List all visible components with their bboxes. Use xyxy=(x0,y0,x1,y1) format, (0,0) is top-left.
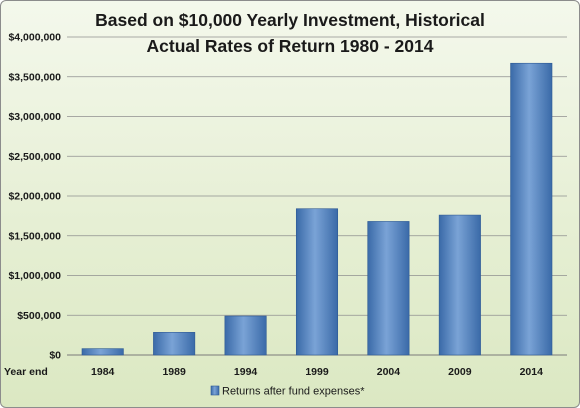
chart-title-line-2: Actual Rates of Return 1980 - 2014 xyxy=(147,36,434,56)
bar-1994 xyxy=(224,315,267,356)
y-tick-label: $1,000,000 xyxy=(8,270,61,282)
y-tick-label: $0 xyxy=(49,350,61,362)
bar-2004 xyxy=(367,221,410,356)
y-tick-label: $2,500,000 xyxy=(8,151,61,163)
chart-title-line-1: Based on $10,000 Yearly Investment, Hist… xyxy=(95,10,485,30)
bar-1989 xyxy=(153,332,196,356)
x-axis-label: Year end xyxy=(4,366,48,378)
x-tick-label: 2004 xyxy=(377,366,401,378)
x-tick-label: 1994 xyxy=(234,366,258,378)
bar-1984 xyxy=(81,348,124,356)
legend-label: Returns after fund expenses* xyxy=(222,386,365,398)
y-tick-label: $4,000,000 xyxy=(8,32,61,44)
bar-2009 xyxy=(438,214,481,356)
x-tick-label: 1999 xyxy=(305,366,329,378)
y-tick-label: $2,000,000 xyxy=(8,191,61,203)
legend-swatch xyxy=(210,385,220,396)
y-tick-label: $500,000 xyxy=(17,310,61,322)
x-axis-ticks: 1984 1989 1994 1999 2004 2009 2014 xyxy=(91,366,543,378)
y-tick-label: $3,500,000 xyxy=(8,71,61,83)
y-tick-label: $1,500,000 xyxy=(8,230,61,242)
x-tick-label: 1984 xyxy=(91,366,115,378)
x-tick-label: 2014 xyxy=(520,366,544,378)
x-tick-label: 2009 xyxy=(448,366,472,378)
bar-1999 xyxy=(295,208,339,356)
y-tick-label: $3,000,000 xyxy=(8,111,61,123)
legend: Returns after fund expenses* xyxy=(210,385,365,398)
x-tick-label: 1989 xyxy=(162,366,186,378)
bar-2014 xyxy=(510,62,553,356)
y-axis-ticks: $0 $500,000 $1,000,000 $1,500,000 $2,000,000… xyxy=(8,32,61,362)
bars xyxy=(81,62,553,356)
